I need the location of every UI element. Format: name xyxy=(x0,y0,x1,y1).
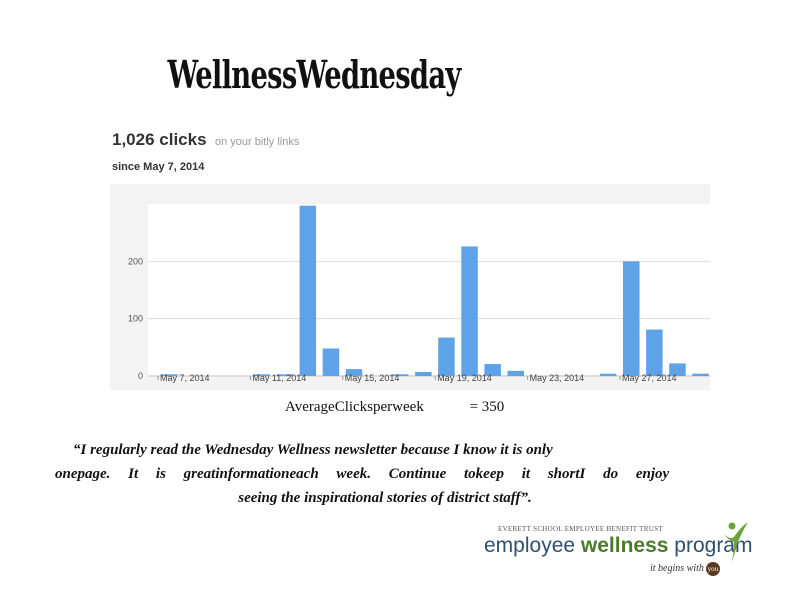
x-tick-label: May 11, 2014 xyxy=(252,373,306,383)
bar-may-17-2014[interactable] xyxy=(392,374,409,376)
bars xyxy=(161,205,709,376)
logo-word-employee: employee xyxy=(484,534,581,557)
bar-may-29-2014[interactable] xyxy=(669,363,686,376)
logo-you-badge: you xyxy=(705,562,720,576)
logo-tagline-text: it begins with xyxy=(650,563,704,574)
y-tick-label: 0 xyxy=(138,371,143,381)
x-tick-label: May 23, 2014 xyxy=(530,373,585,383)
plot-area xyxy=(148,204,710,377)
clicks-summary: 1,026 clicks on your bitly links xyxy=(112,130,299,150)
bar-may-28-2014[interactable] xyxy=(646,329,663,376)
y-tick-label: 100 xyxy=(128,314,143,324)
wellness-program-logo: EVERETT SCHOOL EMPLOYEE BENEFIT TRUST em… xyxy=(470,520,760,582)
bar-may-22-2014[interactable] xyxy=(507,370,525,376)
page-title: WellnessWednesday xyxy=(167,52,461,97)
average-clicks-line: AverageClicksperweek = 350 xyxy=(285,399,504,416)
since-date: since May 7, 2014 xyxy=(112,161,205,173)
logo-word-wellness: wellness xyxy=(580,534,669,557)
bar-may-26-2014[interactable] xyxy=(599,373,617,376)
x-tick-labels: May 7, 2014 May 11, 2014 May 15, 2014 May 1… xyxy=(157,373,677,383)
bar-may-19-2014[interactable] xyxy=(438,337,455,376)
x-tick-label: May 19, 2014 xyxy=(437,373,492,383)
average-clicks-value: = 350 xyxy=(469,399,505,415)
quote-line-3: seeing the inspirational stories of dist… xyxy=(238,490,532,506)
y-tick-label: 200 xyxy=(128,256,143,266)
clicks-count: 1,026 clicks xyxy=(112,130,207,149)
x-tick-label: May 15, 2014 xyxy=(345,373,400,383)
quote-line-2: onepage. It is greatinformationeach week… xyxy=(55,466,670,482)
clicks-bar-chart: May 7, 2014 May 11, 2014 May 15, 2014 May 1… xyxy=(110,184,710,390)
x-tick-label: May 7, 2014 xyxy=(160,373,210,383)
bar-may-18-2014[interactable] xyxy=(415,371,432,376)
logo-tagline: it begins with you xyxy=(650,562,720,576)
bar-may-12-2014[interactable] xyxy=(276,374,294,376)
x-tick-label: May 27, 2014 xyxy=(622,373,677,383)
testimonial-quote: “I regularly read the Wednesday Wellness… xyxy=(55,438,715,510)
bar-may-14-2014[interactable] xyxy=(322,348,340,376)
bar-may-30-2014[interactable] xyxy=(692,373,709,376)
bar-may-21-2014[interactable] xyxy=(484,363,501,376)
bar-may-13-2014[interactable] xyxy=(299,205,317,376)
quote-line-1: “I regularly read the Wednesday Wellness… xyxy=(73,442,553,458)
logo-program-name: employee wellness program xyxy=(484,534,752,558)
bar-may-11-2014[interactable] xyxy=(253,374,270,376)
bar-may-15-2014[interactable] xyxy=(345,369,363,376)
bar-may-7-2014[interactable] xyxy=(161,374,178,376)
bar-may-27-2014[interactable] xyxy=(623,261,640,376)
average-clicks-label: AverageClicksperweek xyxy=(285,399,424,415)
logo-org-name: EVERETT SCHOOL EMPLOYEE BENEFIT TRUST xyxy=(498,525,663,533)
bar-may-20-2014[interactable] xyxy=(461,246,478,376)
person-figure-icon xyxy=(724,522,748,562)
y-tick-labels: 0 100 200 xyxy=(128,256,143,381)
clicks-suffix: on your bitly links xyxy=(214,136,300,148)
